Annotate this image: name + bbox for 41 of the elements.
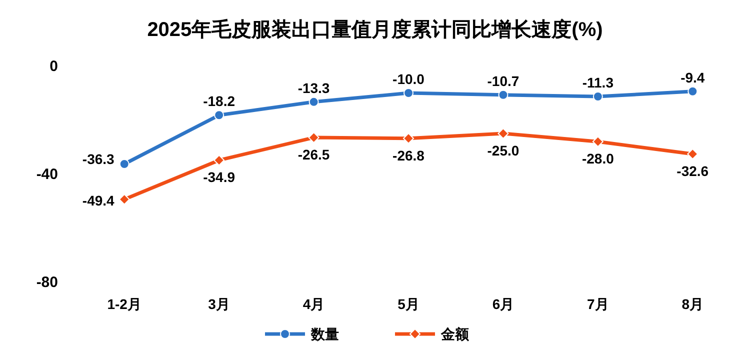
x-tick-label: 6月 [492,296,514,312]
y-tick-label: -40 [36,166,58,183]
legend-label: 数量 [310,326,339,342]
x-tick-label: 4月 [302,296,325,312]
data-label: -9.4 [680,69,705,86]
point [592,92,603,102]
y-tick-label: -80 [36,274,58,291]
data-label: -49.4 [82,192,115,208]
data-label: -11.3 [582,74,614,91]
data-label: -32.6 [676,163,709,180]
data-label: -26.8 [392,147,425,164]
x-tick-label: 1-2月 [107,296,142,312]
point [403,132,414,144]
data-label: -18.2 [203,93,236,110]
point [214,154,225,166]
data-label: -34.9 [203,169,236,186]
y-tick-label: 0 [50,58,58,75]
point [688,86,698,96]
x-tick-label: 3月 [208,296,230,312]
legend-label: 金额 [440,326,470,342]
x-tick-label: 8月 [682,296,704,312]
data-label: -10.7 [487,72,520,89]
point [118,194,130,205]
point [592,136,604,148]
x-tick-label: 5月 [398,296,420,312]
data-label: -25.0 [487,142,520,158]
data-label: -26.5 [298,146,330,163]
data-label: -28.0 [582,150,614,167]
x-tick-label: 7月 [587,296,609,312]
data-label: -13.3 [298,80,330,96]
point [498,128,509,139]
point [214,110,224,120]
point [119,159,130,170]
data-label: -36.3 [82,151,115,168]
point [404,88,414,98]
point [308,96,319,107]
point [308,132,320,144]
point [687,148,698,160]
data-label: -10.0 [392,71,425,87]
point [498,90,508,100]
chart-title: 2025年毛皮服装出口量值月度累计同比增长速度(%) [147,18,603,41]
